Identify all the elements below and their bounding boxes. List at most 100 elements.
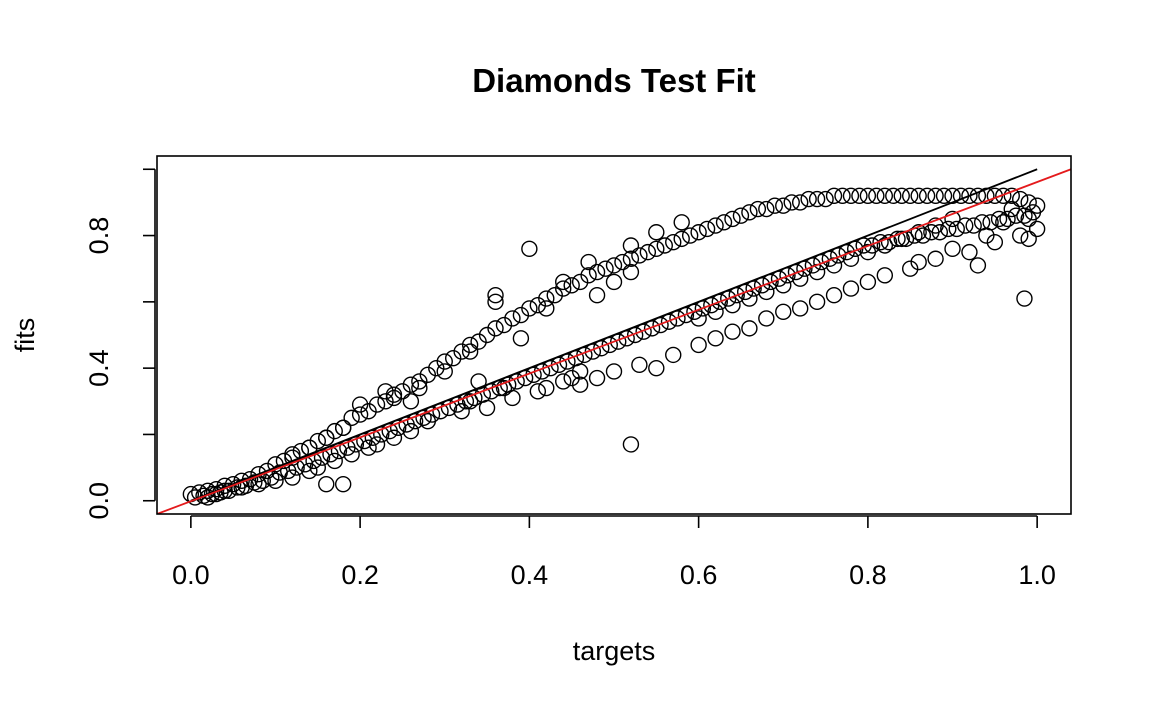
data-point	[766, 197, 783, 214]
data-point	[580, 267, 597, 284]
data-point	[512, 306, 530, 324]
data-point	[808, 293, 826, 311]
data-point	[775, 197, 792, 214]
data-point	[555, 280, 572, 297]
data-point	[478, 326, 496, 344]
data-point	[791, 194, 809, 211]
data-point	[656, 237, 673, 254]
data-point	[622, 250, 640, 267]
data-point	[428, 359, 445, 377]
y-tick-label: 0.8	[84, 217, 114, 255]
data-point	[487, 320, 504, 337]
data-point	[368, 436, 386, 453]
data-point	[1020, 230, 1037, 248]
data-point	[1012, 227, 1029, 244]
data-point	[834, 187, 851, 204]
data-point	[944, 240, 961, 258]
data-point	[986, 233, 1004, 251]
fit-line	[157, 168, 1071, 514]
data-point	[614, 253, 631, 271]
x-tick-label: 0.6	[680, 560, 718, 590]
data-points	[182, 187, 1046, 506]
data-point	[411, 373, 428, 390]
data-point	[203, 485, 221, 503]
data-point	[876, 187, 894, 204]
data-point	[326, 422, 343, 440]
data-point	[419, 412, 437, 430]
data-point	[1003, 200, 1020, 218]
data-point	[622, 436, 640, 453]
data-point	[538, 300, 555, 317]
data-point	[914, 227, 932, 244]
data-point	[377, 383, 394, 400]
y-axis: 0.0 0.4 0.8	[84, 168, 156, 520]
data-point	[1016, 290, 1033, 307]
data-point	[394, 383, 411, 400]
data-point	[224, 475, 242, 493]
data-point	[309, 459, 326, 476]
data-point	[233, 472, 250, 490]
data-point	[910, 253, 927, 271]
data-point	[825, 187, 843, 204]
data-point	[605, 363, 623, 380]
data-point	[868, 187, 885, 204]
data-point	[402, 393, 420, 410]
data-point	[453, 343, 470, 360]
x-tick-label: 0.2	[341, 560, 379, 590]
data-point	[681, 227, 699, 244]
data-point	[250, 475, 267, 493]
data-point	[927, 187, 944, 204]
data-point	[791, 300, 809, 317]
identity-line	[190, 168, 1038, 502]
data-point	[571, 363, 589, 380]
data-point	[690, 336, 707, 354]
data-point	[965, 217, 982, 234]
data-point	[910, 187, 927, 204]
data-point	[910, 224, 927, 241]
data-point	[872, 233, 889, 251]
data-point	[436, 353, 453, 370]
data-point	[648, 224, 665, 241]
data-point	[673, 230, 690, 248]
data-point	[521, 240, 538, 258]
data-point	[859, 187, 877, 204]
data-point	[1003, 187, 1020, 204]
data-point	[461, 343, 479, 360]
data-point	[944, 210, 961, 228]
data-point	[284, 469, 301, 486]
data-point	[825, 287, 843, 304]
data-point	[859, 243, 877, 261]
data-point	[893, 187, 910, 204]
data-point	[588, 369, 606, 387]
data-point	[690, 310, 707, 327]
data-point	[969, 257, 987, 274]
data-point	[724, 210, 741, 228]
data-point	[673, 214, 690, 231]
data-point	[470, 333, 487, 350]
data-point	[436, 363, 453, 380]
data-point	[453, 403, 470, 420]
data-point	[563, 369, 580, 387]
data-point	[351, 396, 369, 413]
data-point	[529, 383, 547, 400]
data-point	[999, 210, 1016, 228]
data-point	[652, 316, 669, 334]
data-point	[961, 243, 978, 261]
data-point	[487, 293, 504, 311]
data-point	[368, 396, 386, 413]
y-tick-label: 0.0	[84, 482, 114, 520]
data-point	[504, 310, 521, 327]
reference-lines	[157, 168, 1071, 514]
data-point	[538, 290, 555, 307]
data-point	[935, 187, 953, 204]
data-point	[990, 210, 1008, 228]
data-point	[318, 429, 335, 446]
data-point	[343, 409, 360, 427]
data-point	[580, 253, 597, 271]
data-point	[758, 310, 775, 327]
data-point	[631, 356, 648, 374]
plot-frame	[156, 155, 1072, 515]
data-point	[555, 373, 572, 390]
data-point	[902, 260, 919, 277]
